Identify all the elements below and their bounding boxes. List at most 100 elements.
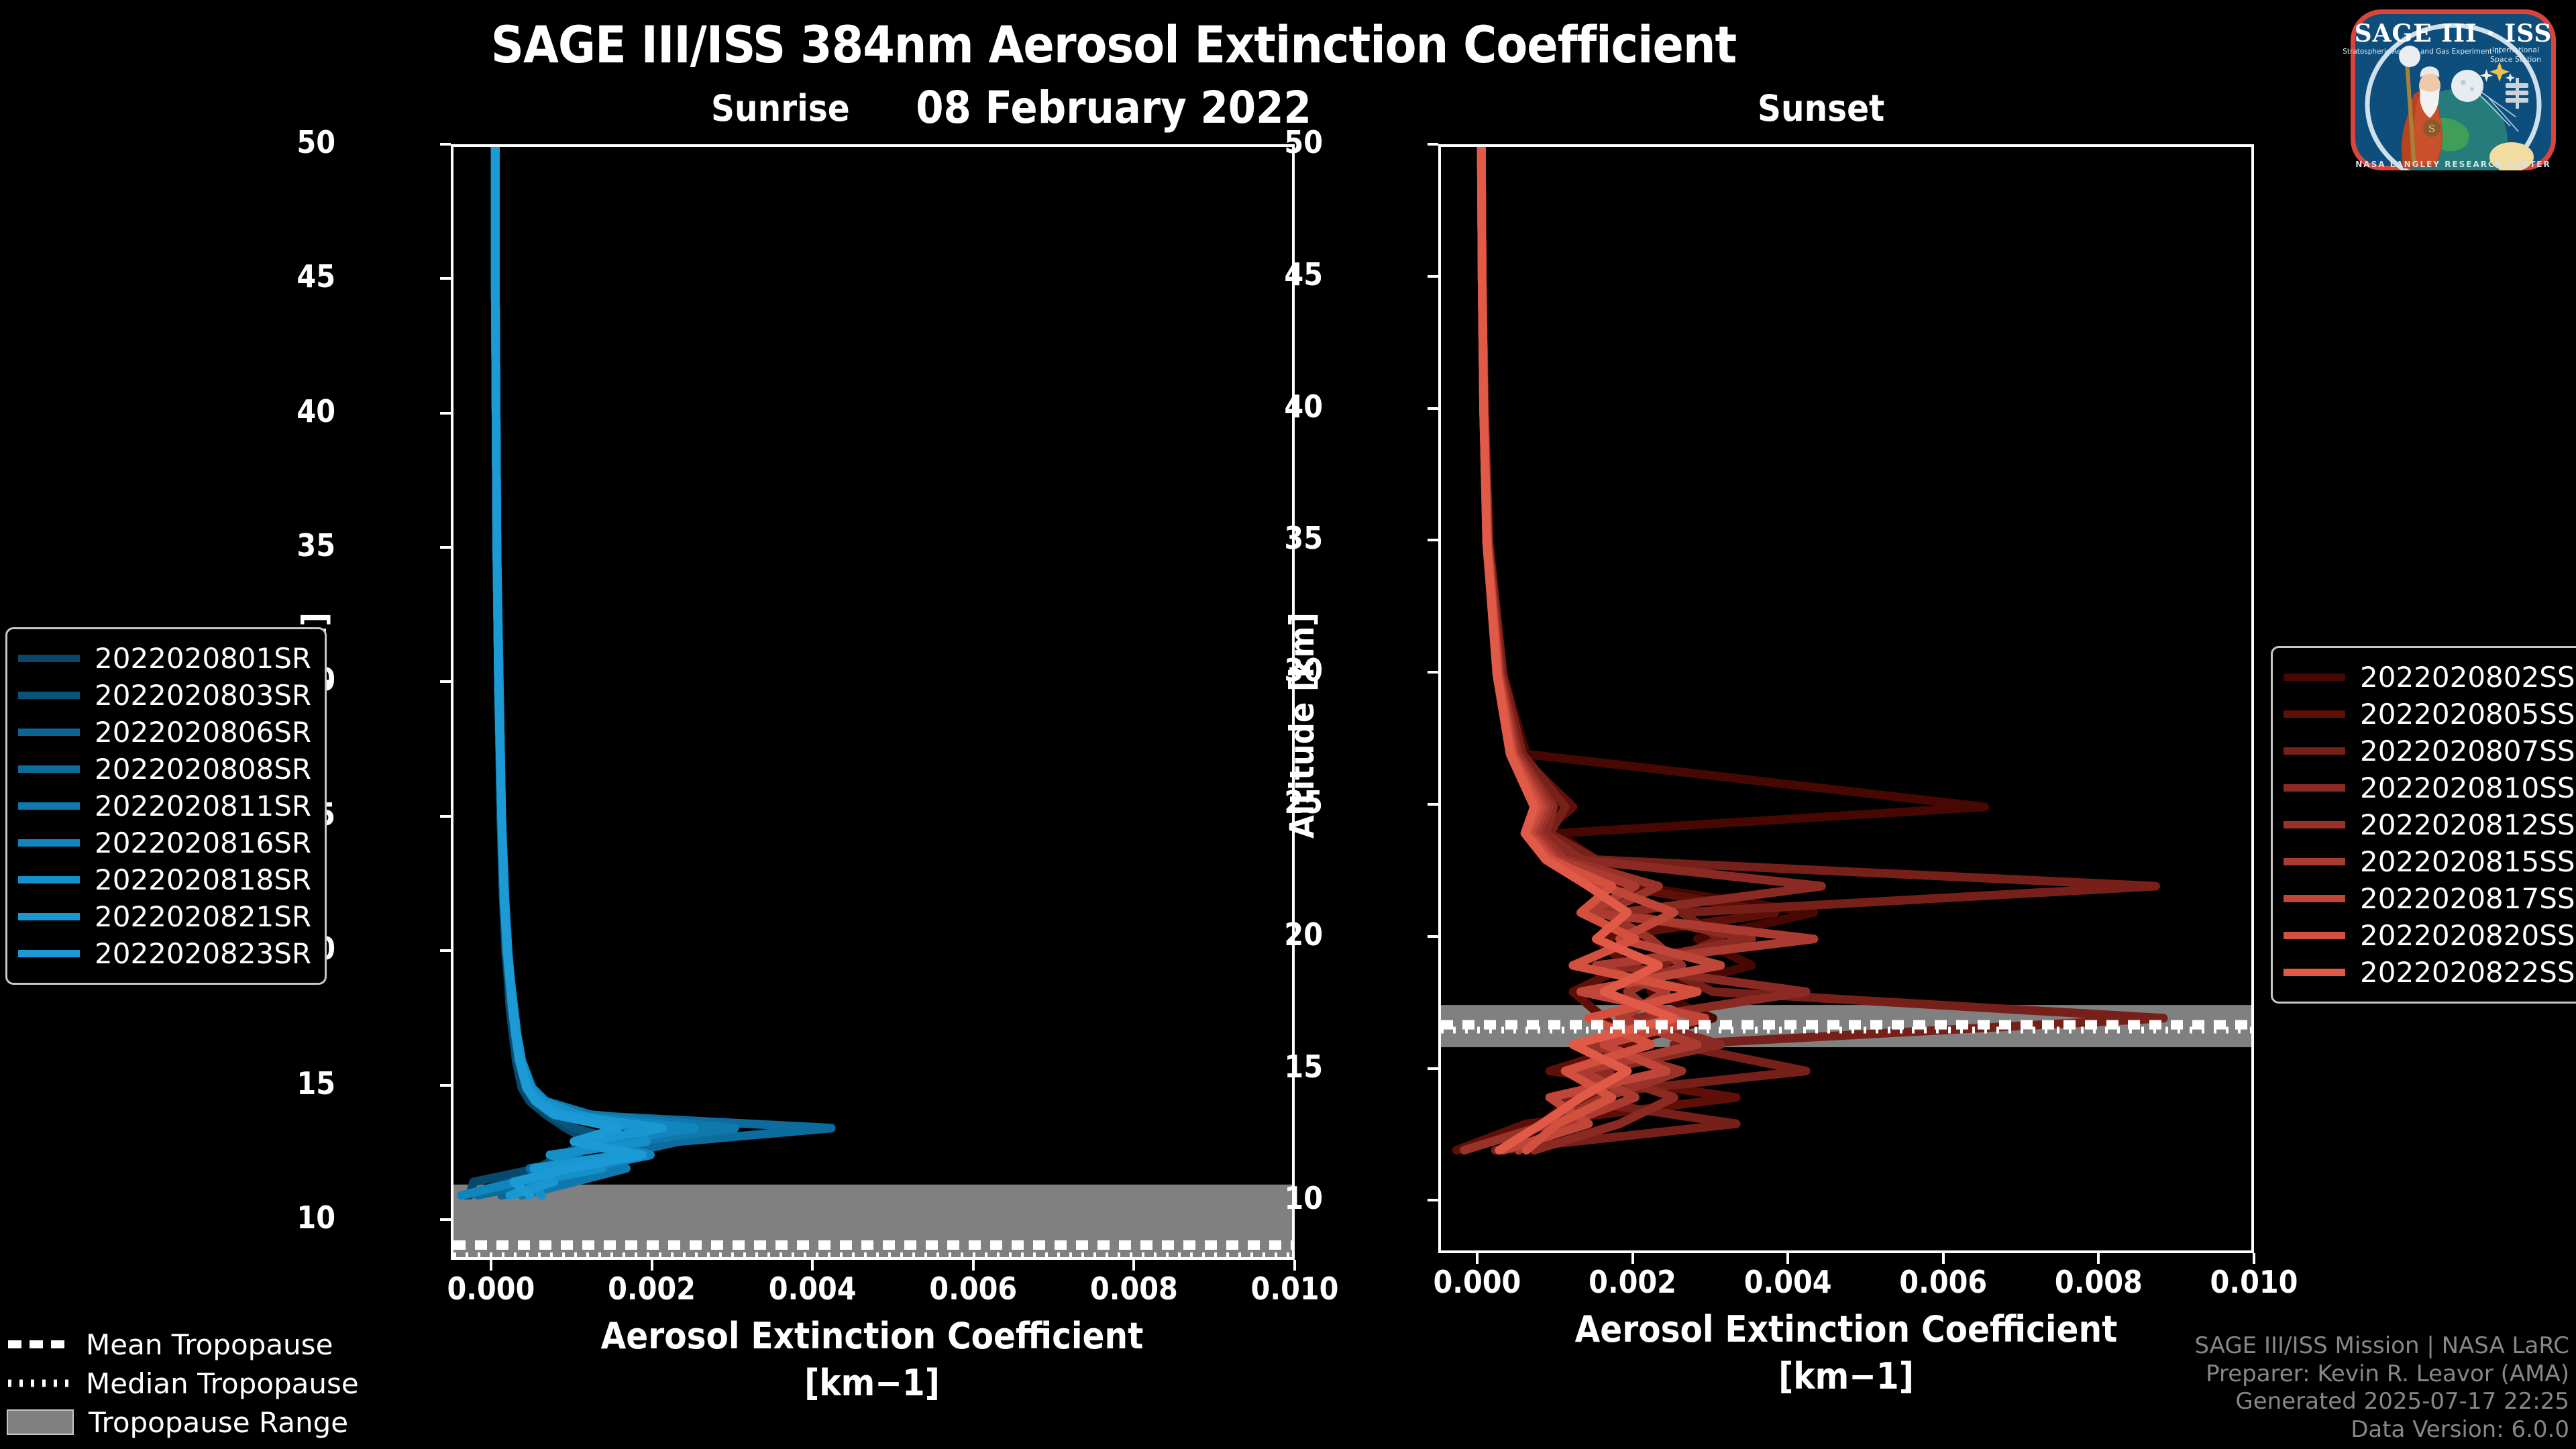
x-axis-label-left: Aerosol Extinction Coefficient	[600, 1315, 1144, 1357]
legend-item[interactable]: 2022020806SR	[18, 714, 311, 751]
tropopause-legend-item[interactable]: Median Tropopause	[7, 1364, 359, 1403]
x-tick-mark	[1475, 1253, 1479, 1264]
legend-color-swatch	[2284, 784, 2345, 792]
svg-text:SAGE III · ISS: SAGE III · ISS	[2355, 19, 2553, 48]
tropopause-legend-swatch	[7, 1336, 71, 1353]
legend-color-swatch	[2284, 858, 2345, 865]
legend-sunset[interactable]: 2022020802SS 2022020805SS 2022020807SS 2022…	[2271, 646, 2576, 1004]
profile-line	[465, 147, 595, 1200]
legend-item-label: 2022020803SR	[95, 679, 312, 712]
legend-color-swatch	[18, 692, 80, 699]
x-tick-label: 0.000	[1433, 1264, 1521, 1300]
legend-item[interactable]: 2022020803SR	[18, 677, 311, 714]
legend-item[interactable]: 2022020801SR	[18, 640, 311, 677]
y-tick-label: 45	[297, 258, 335, 295]
y-tick-mark	[440, 546, 451, 549]
x-tick-label: 0.004	[1743, 1264, 1832, 1300]
legend-item-label: 2022020815SS	[2360, 845, 2575, 878]
legend-color-swatch	[2284, 747, 2345, 755]
profile-line	[473, 147, 836, 1200]
tropopause-legend-swatch	[7, 1375, 71, 1392]
y-tick-mark	[440, 1083, 451, 1087]
y-tick-label: 20	[1284, 916, 1323, 953]
profile-line	[490, 147, 739, 1200]
x-tick-label: 0.010	[1250, 1271, 1339, 1307]
legend-color-swatch	[2284, 969, 2345, 976]
legend-item[interactable]: 2022020822SS	[2284, 954, 2575, 991]
x-tick-mark	[1293, 1260, 1296, 1271]
y-tick-label: 40	[1284, 388, 1323, 425]
legend-item[interactable]: 2022020818SR	[18, 861, 311, 898]
legend-color-swatch	[2284, 674, 2345, 681]
legend-item-label: 2022020812SS	[2360, 808, 2575, 841]
legend-item[interactable]: 2022020823SR	[18, 935, 311, 972]
tropopause-legend-swatch	[7, 1409, 74, 1435]
legend-item-label: 2022020822SS	[2360, 956, 2575, 989]
y-tick-label: 15	[1284, 1048, 1323, 1085]
y-tick-mark	[1428, 407, 1438, 410]
legend-item[interactable]: 2022020816SR	[18, 824, 311, 861]
legend-color-swatch	[18, 655, 80, 662]
svg-text:NASA LANGLEY RESEARCH CENTER: NASA LANGLEY RESEARCH CENTER	[2355, 160, 2551, 169]
legend-item-label: 2022020805SS	[2360, 698, 2575, 731]
profile-line	[1477, 147, 1678, 1155]
x-tick-mark	[2097, 1253, 2100, 1264]
plot-area-sunrise[interactable]	[451, 144, 1295, 1260]
x-axis-unit-right: [km−1]	[1778, 1355, 1914, 1397]
y-tick-mark	[440, 1218, 451, 1221]
legend-sunrise[interactable]: 2022020801SR 2022020803SR 2022020806SR 2022…	[5, 627, 327, 985]
x-tick-mark	[811, 1260, 814, 1271]
legend-item[interactable]: 2022020820SS	[2284, 917, 2575, 954]
profile-line	[1477, 147, 1702, 1155]
legend-item[interactable]: 2022020815SS	[2284, 843, 2575, 880]
legend-item-label: 2022020801SR	[95, 642, 312, 675]
tropopause-legend-item[interactable]: Mean Tropopause	[7, 1325, 359, 1364]
panel-subtitle-sunset: Sunset	[1758, 87, 1885, 129]
legend-item[interactable]: 2022020811SR	[18, 788, 311, 824]
legend-item[interactable]: 2022020821SR	[18, 898, 311, 935]
legend-tropopause[interactable]: Mean Tropopause Median Tropopause Tropopau…	[7, 1325, 359, 1442]
y-tick-label: 35	[297, 527, 335, 564]
tropopause-legend-label: Median Tropopause	[86, 1366, 359, 1400]
y-tick-mark	[1428, 1067, 1438, 1070]
legend-item[interactable]: 2022020817SS	[2284, 880, 2575, 917]
legend-item-label: 2022020818SR	[95, 863, 312, 896]
sage-iii-iss-logo: S SAGE III · ISS Stratospheric Aerosol a…	[2336, 4, 2571, 172]
plot-area-sunset[interactable]	[1438, 144, 2254, 1253]
legend-item[interactable]: 2022020808SR	[18, 751, 311, 788]
footer-line-version: Data Version: 6.0.0	[2351, 1415, 2569, 1443]
svg-text:S: S	[2428, 123, 2435, 135]
page-date: 08 February 2022	[916, 82, 1311, 133]
y-tick-mark	[1428, 143, 1438, 146]
x-tick-label: 0.002	[1589, 1264, 1676, 1300]
x-tick-mark	[1132, 1260, 1136, 1271]
x-tick-mark	[1786, 1253, 1790, 1264]
y-tick-mark	[440, 680, 451, 684]
profile-line	[1477, 147, 1725, 1155]
legend-item[interactable]: 2022020810SS	[2284, 769, 2575, 806]
footer-credits: SAGE III/ISS Mission | NASA LaRC Prepare…	[2194, 1332, 2569, 1444]
y-tick-mark	[440, 143, 451, 146]
y-tick-mark	[1428, 802, 1438, 806]
legend-item-label: 2022020807SS	[2360, 735, 2575, 767]
y-tick-label: 35	[1284, 520, 1323, 557]
footer-line-preparer: Preparer: Kevin R. Leavor (AMA)	[2206, 1360, 2569, 1387]
y-tick-label: 50	[1284, 124, 1323, 160]
legend-item-label: 2022020808SR	[95, 753, 312, 786]
legend-item[interactable]: 2022020807SS	[2284, 733, 2575, 769]
legend-item-label: 2022020820SS	[2360, 919, 2575, 952]
legend-item[interactable]: 2022020812SS	[2284, 806, 2575, 843]
y-tick-label: 15	[297, 1065, 335, 1102]
y-tick-label: 50	[297, 124, 335, 160]
tropopause-legend-item[interactable]: Tropopause Range	[7, 1403, 359, 1442]
x-tick-mark	[1631, 1253, 1634, 1264]
y-tick-mark	[1428, 274, 1438, 278]
legend-item[interactable]: 2022020805SS	[2284, 696, 2575, 733]
x-tick-mark	[650, 1260, 653, 1271]
legend-item-label: 2022020806SR	[95, 716, 312, 749]
profile-line	[461, 147, 627, 1200]
legend-item-label: 2022020816SR	[95, 826, 312, 859]
y-tick-mark	[440, 411, 451, 415]
x-tick-label: 0.000	[447, 1271, 535, 1307]
legend-item[interactable]: 2022020802SS	[2284, 659, 2575, 696]
